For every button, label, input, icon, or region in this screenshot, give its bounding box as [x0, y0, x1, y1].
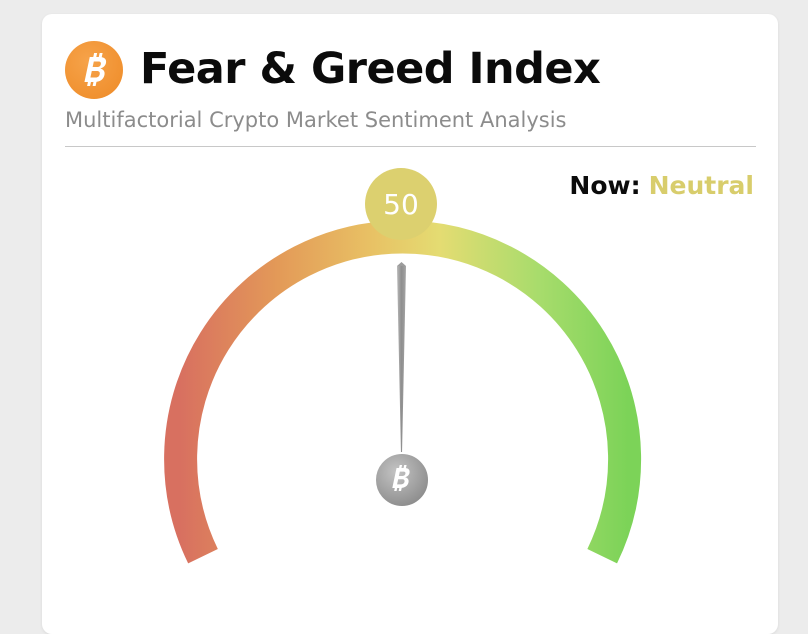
gauge-value: 50: [383, 188, 419, 221]
now-label: Now:: [569, 171, 641, 200]
sentiment-classification: Neutral: [648, 171, 754, 200]
value-bubble: [365, 168, 437, 240]
fear-greed-card: Fear & Greed Index Multifactorial Crypto…: [42, 14, 778, 634]
page-title: Fear & Greed Index: [140, 44, 601, 94]
bitcoin-icon: [392, 465, 410, 491]
needle-hub: [374, 452, 430, 508]
gauge-value-bubble: 50: [365, 168, 437, 240]
bitcoin-icon: [65, 41, 123, 99]
sentiment-gauge: 50: [164, 168, 642, 564]
gauge-needle: [397, 262, 406, 478]
page-subtitle: Multifactorial Crypto Market Sentiment A…: [65, 108, 567, 132]
current-sentiment: Now: Neutral: [569, 169, 754, 203]
header-divider: [65, 146, 756, 147]
